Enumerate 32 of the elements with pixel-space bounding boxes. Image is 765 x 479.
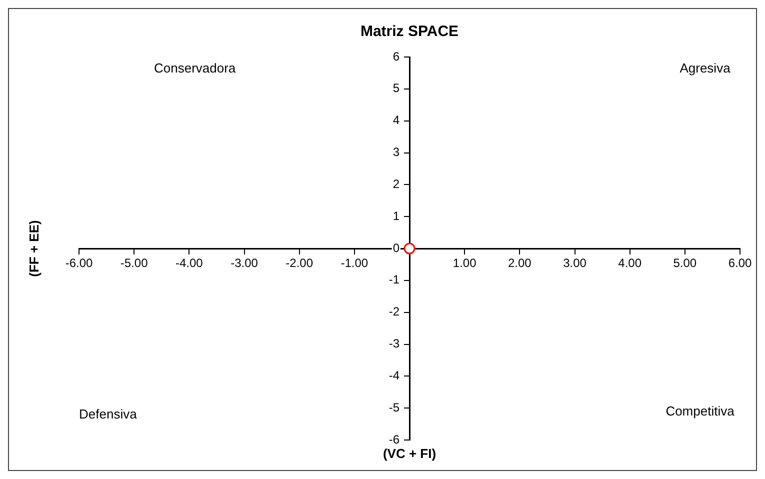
y-tick-label: -3 (388, 336, 400, 351)
x-tick-label: -6.00 (65, 256, 93, 270)
y-tick-label: -5 (388, 400, 400, 414)
x-tick-label: -5.00 (120, 256, 148, 270)
annotation: Competitiva (666, 404, 736, 419)
chart-title: Matriz SPACE (360, 23, 459, 40)
annotation: Agresiva (680, 60, 732, 76)
y-tick-label: 5 (392, 81, 400, 96)
y-tick-label: 1 (392, 208, 400, 223)
y-tick-label: 2 (392, 176, 400, 191)
annotation: Defensiva (79, 406, 138, 422)
x-tick-label: 1.00 (452, 256, 477, 270)
x-tick-label: 5.00 (673, 256, 697, 270)
y-tick-label: -1 (388, 272, 400, 287)
x-tick-label: -1.00 (340, 256, 368, 270)
y-tick-label: -6 (388, 432, 400, 446)
y-axis-title: (FF + EE) (26, 220, 42, 277)
x-tick-label: 3.00 (563, 256, 587, 270)
x-tick-label: -3.00 (230, 256, 258, 270)
y-tick-label: 0 (392, 240, 400, 255)
x-tick-label: -4.00 (175, 256, 204, 270)
y-tick-label: -4 (388, 368, 400, 382)
y-tick-label: 4 (392, 113, 400, 128)
annotation: Conservadora (154, 60, 236, 76)
x-tick-label: -2.00 (286, 256, 314, 270)
x-axis-title: (VC + FI) (382, 446, 436, 462)
y-tick-label: 3 (392, 145, 400, 160)
x-tick-label: 6.00 (728, 256, 752, 270)
y-tick-label: -2 (388, 304, 400, 319)
y-tick-label: 6 (392, 49, 400, 64)
x-tick-label: 4.00 (618, 256, 642, 270)
x-tick-label: 2.00 (508, 256, 532, 270)
